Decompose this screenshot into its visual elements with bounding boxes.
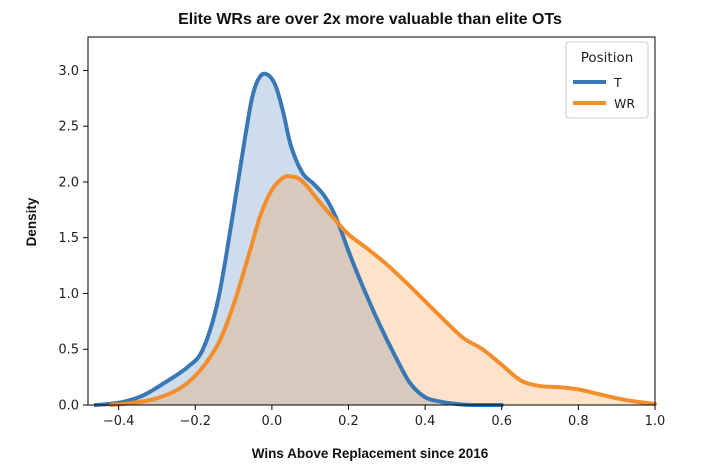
y-axis-label: Density <box>24 197 39 246</box>
x-tick-label: −0.4 <box>103 414 135 429</box>
density-line-t <box>93 71 504 407</box>
x-tick-label: 0.8 <box>568 414 589 429</box>
legend-box <box>565 41 649 119</box>
chart-title: Elite WRs are over 2x more valuable than… <box>178 11 562 28</box>
x-axis-label: Wins Above Replacement since 2016 <box>252 446 489 461</box>
y-tick-label: 0.0 <box>58 399 79 414</box>
y-tick-label: 3.0 <box>58 64 79 79</box>
density-line-wr <box>108 174 657 407</box>
y-tick-label: 2.5 <box>58 120 79 135</box>
plot-frame <box>87 36 656 406</box>
y-tick-label: 0.5 <box>58 343 79 358</box>
axes: −0.4 −0.2 0.0 0.2 0.4 0.6 0.8 1.0 0.0 0.5 1.0 1.5 2.… <box>58 36 666 429</box>
plot-area <box>93 71 657 407</box>
x-tick-label: 0.4 <box>415 414 436 429</box>
legend: Position T WR <box>565 41 649 119</box>
legend-title: Position <box>581 50 634 66</box>
y-tick-label: 1.0 <box>58 287 79 302</box>
x-tick-label: 0.0 <box>262 414 283 429</box>
y-tick-label: 1.5 <box>58 231 79 246</box>
x-tick-label: −0.2 <box>179 414 211 429</box>
density-fill-t <box>95 73 502 405</box>
x-tick-label: 0.2 <box>338 414 359 429</box>
x-tick-label: 1.0 <box>645 414 666 429</box>
x-tick-label: 0.6 <box>491 414 512 429</box>
density-fill-wr <box>110 176 656 405</box>
legend-label-t: T <box>613 75 622 90</box>
y-tick-label: 2.0 <box>58 175 79 190</box>
legend-label-wr: WR <box>614 96 635 111</box>
